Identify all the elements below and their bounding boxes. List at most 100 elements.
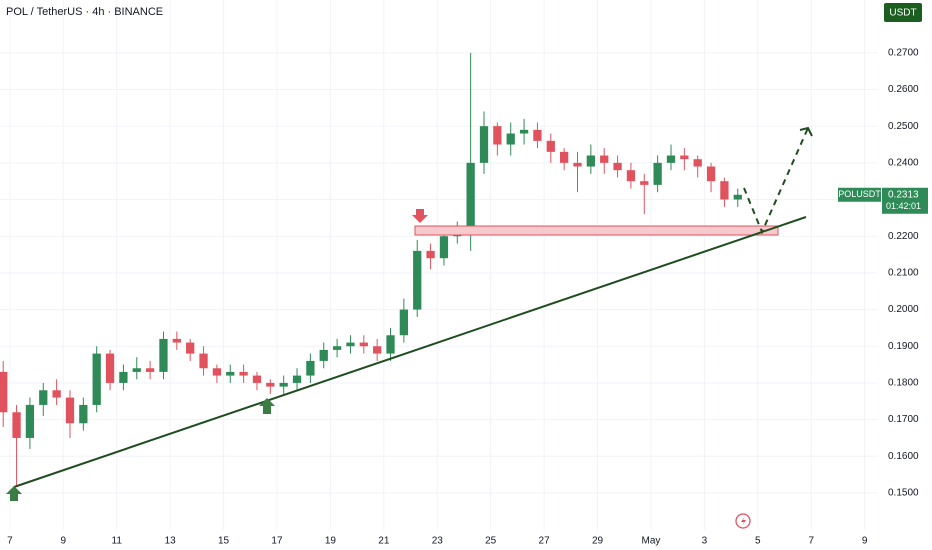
projection-arrowhead bbox=[799, 126, 813, 137]
up-arrow bbox=[259, 398, 275, 414]
x-tick-label: 11 bbox=[112, 536, 123, 547]
candle-body bbox=[613, 162, 622, 171]
projection bbox=[743, 127, 809, 235]
candle-body bbox=[172, 338, 181, 343]
y-tick-label: 0.2200 bbox=[888, 231, 919, 242]
candle-body bbox=[292, 375, 302, 383]
candle-body bbox=[560, 151, 569, 163]
candle-body bbox=[332, 346, 342, 350]
countdown: 01:42:01 bbox=[886, 201, 921, 211]
x-tick-label: 9 bbox=[862, 536, 868, 547]
candle-body bbox=[212, 368, 222, 376]
candle-body bbox=[199, 353, 208, 369]
candle-body bbox=[65, 397, 75, 424]
candle-body bbox=[733, 194, 742, 200]
candle-body bbox=[439, 236, 449, 259]
grid bbox=[0, 0, 878, 530]
candle-body bbox=[466, 162, 475, 229]
quote-button[interactable]: USDT bbox=[884, 3, 922, 22]
y-tick-label: 0.2400 bbox=[888, 157, 919, 168]
candle-body bbox=[546, 140, 555, 152]
trend-line bbox=[13, 216, 807, 488]
candle-body bbox=[666, 155, 676, 163]
candle-body bbox=[359, 342, 368, 347]
lightning-icon bbox=[735, 513, 751, 529]
candle-body bbox=[626, 170, 636, 182]
x-tick-label: 3 bbox=[702, 536, 708, 547]
symbol-label: POLUSDT bbox=[838, 189, 881, 199]
candle-body bbox=[92, 353, 101, 405]
candle-body bbox=[145, 368, 155, 372]
candle-body bbox=[266, 382, 275, 387]
candle-body bbox=[680, 155, 689, 160]
candle-body bbox=[79, 404, 88, 424]
y-tick-label: 0.1700 bbox=[888, 414, 919, 425]
candle-body bbox=[413, 250, 422, 310]
x-tick-label: 15 bbox=[218, 536, 230, 547]
x-tick-label: 7 bbox=[7, 536, 13, 547]
candle-body bbox=[373, 346, 382, 354]
x-tick-label: 7 bbox=[808, 536, 814, 547]
candle-body bbox=[573, 162, 582, 167]
candle-body bbox=[346, 342, 355, 347]
x-tick-label: 29 bbox=[592, 536, 604, 547]
x-tick-label: 13 bbox=[165, 536, 177, 547]
candle-body bbox=[0, 371, 8, 413]
candle-body bbox=[306, 360, 315, 376]
quote-button-label[interactable]: USDT bbox=[889, 8, 916, 19]
candles bbox=[0, 52, 742, 486]
drawings bbox=[6, 126, 813, 529]
candle-body bbox=[132, 368, 141, 372]
candle-body bbox=[640, 181, 649, 185]
candle-body bbox=[105, 353, 115, 383]
candle-body bbox=[12, 412, 21, 438]
candle-body bbox=[319, 349, 328, 361]
x-tick-label: May bbox=[642, 536, 661, 547]
down-arrow bbox=[412, 209, 428, 223]
price-tag bbox=[882, 187, 928, 214]
candle-body bbox=[226, 371, 235, 376]
axes: 0.1500 0.1600 0.1700 0.1800 0.1900 0.2000 0.21… bbox=[7, 47, 928, 547]
candle-body bbox=[720, 181, 729, 200]
resistance-zone bbox=[414, 225, 779, 236]
candle-body bbox=[399, 309, 409, 336]
candle-body bbox=[653, 162, 662, 185]
y-tick-label: 0.1600 bbox=[888, 451, 919, 462]
y-tick-label: 0.2600 bbox=[888, 84, 919, 95]
candle-body bbox=[533, 129, 542, 141]
y-tick-label: 0.2700 bbox=[888, 47, 919, 58]
x-tick-label: 17 bbox=[271, 536, 283, 547]
x-tick-label: 23 bbox=[432, 536, 444, 547]
candle-body bbox=[52, 390, 61, 398]
candle-body bbox=[493, 126, 502, 145]
chart-title: POL / TetherUS · 4h · BINANCE bbox=[6, 6, 163, 18]
x-tick-label: 19 bbox=[325, 536, 337, 547]
y-tick-label: 0.2100 bbox=[888, 268, 919, 279]
candle-body bbox=[159, 338, 168, 372]
y-tick-label: 0.2500 bbox=[888, 121, 919, 132]
candle-body bbox=[426, 250, 435, 259]
candle-body bbox=[39, 390, 48, 405]
candle-body bbox=[186, 342, 195, 354]
candle-body bbox=[252, 375, 262, 383]
candle-body bbox=[25, 404, 35, 438]
candle-body bbox=[506, 133, 515, 145]
price-value: 0.2313 bbox=[888, 189, 919, 200]
candle-body bbox=[239, 371, 248, 376]
candle-body bbox=[706, 166, 716, 182]
symbol-tag bbox=[838, 187, 881, 202]
candle-body bbox=[386, 335, 395, 354]
candle-body bbox=[600, 155, 609, 163]
y-tick-label: 0.1800 bbox=[888, 378, 919, 389]
candle-body bbox=[586, 155, 595, 167]
up-arrow bbox=[6, 486, 22, 501]
candle-body bbox=[279, 382, 288, 387]
candle-body bbox=[119, 371, 128, 383]
x-tick-label: 21 bbox=[378, 536, 390, 547]
x-tick-label: 27 bbox=[539, 536, 551, 547]
x-tick-label: 5 bbox=[755, 536, 761, 547]
y-tick-label: 0.1500 bbox=[888, 488, 919, 499]
y-tick-label: 0.2000 bbox=[888, 304, 919, 315]
x-tick-label: 9 bbox=[61, 536, 67, 547]
